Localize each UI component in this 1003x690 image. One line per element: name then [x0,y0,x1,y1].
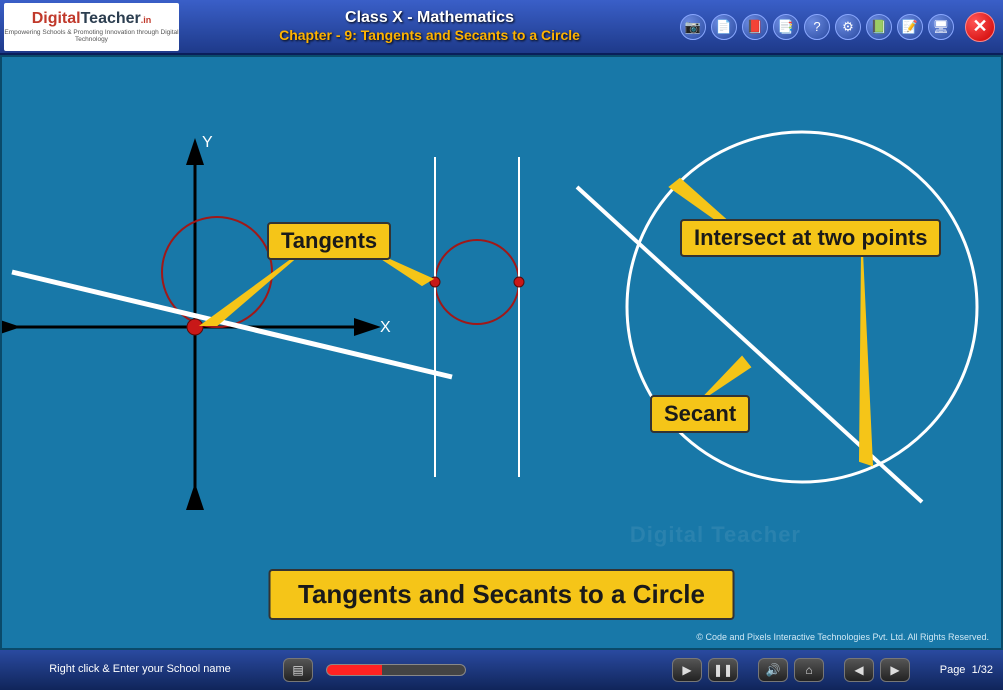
next-button[interactable]: ▶ [880,658,910,682]
layout-button[interactable]: ▤ [283,658,313,682]
logo: DigitalTeacher.in Empowering Schools & P… [4,3,179,51]
diagram-svg: X Y [2,57,1003,652]
pause-button[interactable]: ❚❚ [708,658,738,682]
tool-book-icon[interactable]: 📕 [742,14,768,40]
tool-pages-icon[interactable]: 📑 [773,14,799,40]
tool-notes-icon[interactable]: 📝 [897,14,923,40]
page-current: 1 [972,664,978,676]
secant-label: Secant [650,395,750,433]
tool-camera-icon[interactable]: 📷 [680,14,706,40]
toolbar: 📷 📄 📕 📑 ? ⚙ 📗 📝 🖥 ✕ [680,12,1003,42]
tool-help-icon[interactable]: ? [804,14,830,40]
home-button[interactable]: ⌂ [794,658,824,682]
secant-callout-pointer [702,357,750,399]
school-prompt[interactable]: Right click & Enter your School name [0,663,280,676]
page-indicator: Page 1/32 [923,664,993,676]
prev-button[interactable]: ◀ [844,658,874,682]
tool-screen-icon[interactable]: 🖥 [928,14,954,40]
sound-button[interactable]: 🔊 [758,658,788,682]
watermark: Digital Teacher [630,522,801,548]
copyright: © Code and Pixels Interactive Technologi… [696,632,989,642]
top-bar: DigitalTeacher.in Empowering Schools & P… [0,0,1003,55]
logo-tagline: Empowering Schools & Promoting Innovatio… [4,29,179,43]
page-subtitle: Chapter - 9: Tangents and Secants to a C… [179,27,680,43]
page-label: Page [940,664,966,676]
origin-dot [187,319,203,335]
tangents-label: Tangents [267,222,391,260]
play-button[interactable]: ▶ [672,658,702,682]
title-block: Class X - Mathematics Chapter - 9: Tange… [179,9,680,43]
intersect-callout-pointer-2 [860,252,872,465]
bottom-bar: Right click & Enter your School name ▤ ▶… [0,650,1003,690]
content-canvas: X Y Tangents Secant Intersect at two po [0,55,1003,650]
tool-gear-icon[interactable]: ⚙ [835,14,861,40]
logo-text-a: Digital [32,10,81,27]
tool-book2-icon[interactable]: 📗 [866,14,892,40]
close-button[interactable]: ✕ [965,12,995,42]
progress-bar[interactable] [326,664,466,676]
main-title-label: Tangents and Secants to a Circle [268,569,735,620]
x-axis-label: X [380,319,391,336]
page-title: Class X - Mathematics [179,9,680,27]
tangent-dot-2 [514,277,524,287]
logo-text-b: Teacher [81,10,141,27]
logo-suffix: .in [141,15,152,25]
intersect-label: Intersect at two points [680,219,941,257]
y-axis-label: Y [202,134,213,151]
page-total: 32 [981,664,993,676]
tool-doc-icon[interactable]: 📄 [711,14,737,40]
tangent-circle-2 [435,240,519,324]
